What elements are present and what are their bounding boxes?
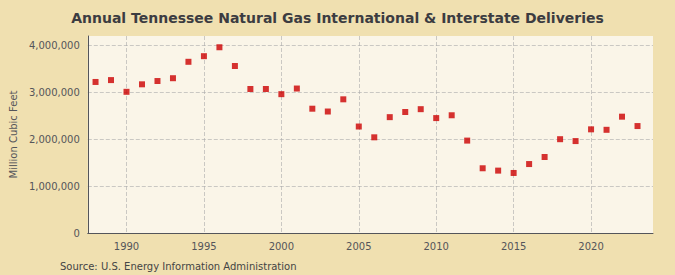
- svg-text:Source: U.S. Energy Informatio: Source: U.S. Energy Information Administ…: [60, 261, 297, 272]
- svg-text:1,000,000: 1,000,000: [29, 181, 80, 192]
- svg-text:2010: 2010: [423, 241, 448, 252]
- svg-text:1990: 1990: [114, 241, 139, 252]
- svg-text:0: 0: [73, 228, 79, 239]
- svg-text:2000: 2000: [269, 241, 294, 252]
- svg-text:2015: 2015: [501, 241, 526, 252]
- svg-text:2,000,000: 2,000,000: [29, 134, 80, 145]
- svg-text:2005: 2005: [346, 241, 371, 252]
- svg-text:4,000,000: 4,000,000: [29, 40, 80, 51]
- svg-text:3,000,000: 3,000,000: [29, 87, 80, 98]
- svg-text:1995: 1995: [191, 241, 216, 252]
- svg-text:Million Cubic Feet: Million Cubic Feet: [8, 90, 19, 178]
- svg-text:2020: 2020: [578, 241, 603, 252]
- svg-text:Annual Tennessee Natural Gas I: Annual Tennessee Natural Gas Internation…: [71, 10, 604, 26]
